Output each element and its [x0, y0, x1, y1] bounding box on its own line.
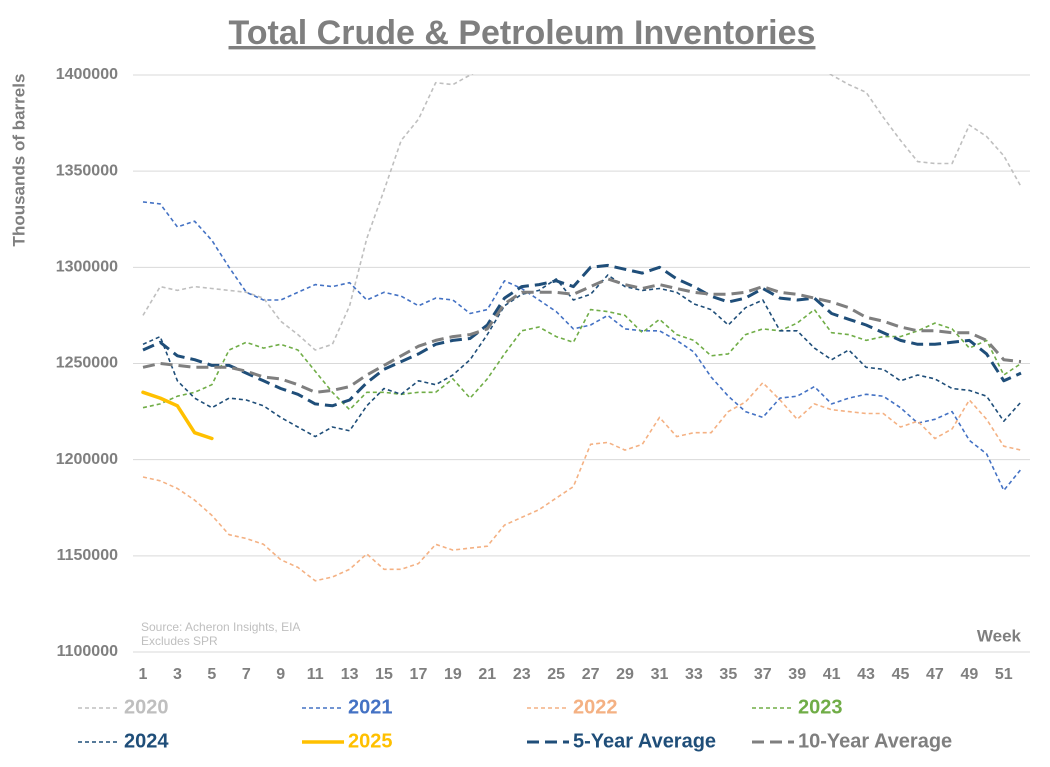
series-line	[142, 74, 1022, 351]
series-line	[142, 263, 1022, 408]
legend-label: 10-Year Average	[798, 730, 952, 752]
x-tick-label: 45	[892, 666, 910, 683]
x-tick-label: 35	[719, 666, 737, 683]
legend-label: 5-Year Average	[573, 730, 716, 752]
legend-label: 2022	[573, 696, 618, 718]
x-tick-label: 33	[685, 666, 703, 683]
x-tick-label: 19	[444, 666, 462, 683]
source-note: Source: Acheron Insights, EIA	[141, 620, 300, 634]
legend-label: 2025	[348, 730, 393, 752]
y-tick-label: 1200000	[56, 451, 118, 468]
legend-label: 2020	[124, 696, 169, 718]
legend-label: 2024	[124, 730, 169, 752]
x-tick-label: 23	[513, 666, 531, 683]
x-tick-label: 17	[410, 666, 428, 683]
series-line	[142, 308, 1022, 411]
x-tick-label: 9	[276, 666, 285, 683]
y-tick-label: 1100000	[57, 643, 119, 660]
x-tick-label: 49	[960, 666, 978, 683]
x-axis-label: Week	[977, 626, 1022, 645]
x-tick-label: 25	[547, 666, 565, 683]
legend: 2020 2021 2022 2023 2024 2025 5-Year Average 10…	[78, 696, 952, 752]
x-tick-label: 43	[857, 666, 875, 683]
y-tick-label: 1300000	[56, 259, 118, 276]
series-line	[142, 201, 1022, 492]
grid: 1100000 1150000 1200000 1250000 1300000 13500…	[56, 66, 1030, 683]
legend-label: 2023	[798, 696, 843, 718]
x-tick-label: 27	[582, 666, 600, 683]
x-tick-label: 1	[139, 666, 148, 683]
y-tick-label: 1150000	[57, 547, 119, 564]
series-line	[142, 277, 1022, 394]
x-tick-label: 21	[478, 666, 496, 683]
series-line	[142, 274, 1022, 438]
x-tick-label: 11	[307, 666, 324, 683]
series-line	[141, 390, 214, 441]
x-tick-label: 41	[823, 666, 841, 683]
x-tick-label: 39	[788, 666, 806, 683]
legend-label: 2021	[348, 696, 393, 718]
y-axis-label: Thousands of barrels	[9, 74, 28, 247]
x-tick-label: 37	[754, 666, 772, 683]
x-tick-label: 15	[375, 666, 393, 683]
x-tick-label: 3	[173, 666, 182, 683]
x-tick-label: 51	[995, 666, 1013, 683]
x-tick-label: 7	[242, 666, 251, 683]
source-note: Excludes SPR	[141, 634, 218, 648]
x-tick-label: 13	[341, 666, 359, 683]
y-tick-label: 1350000	[56, 162, 118, 179]
x-tick-label: 29	[616, 666, 634, 683]
y-tick-label: 1250000	[56, 355, 118, 372]
x-tick-label: 5	[207, 666, 216, 683]
x-tick-label: 47	[926, 666, 944, 683]
chart-title: Total Crude & Petroleum Inventories	[229, 14, 816, 52]
x-tick-label: 31	[651, 666, 669, 683]
plot-lines	[141, 74, 1022, 582]
y-tick-label: 1400000	[56, 66, 118, 83]
